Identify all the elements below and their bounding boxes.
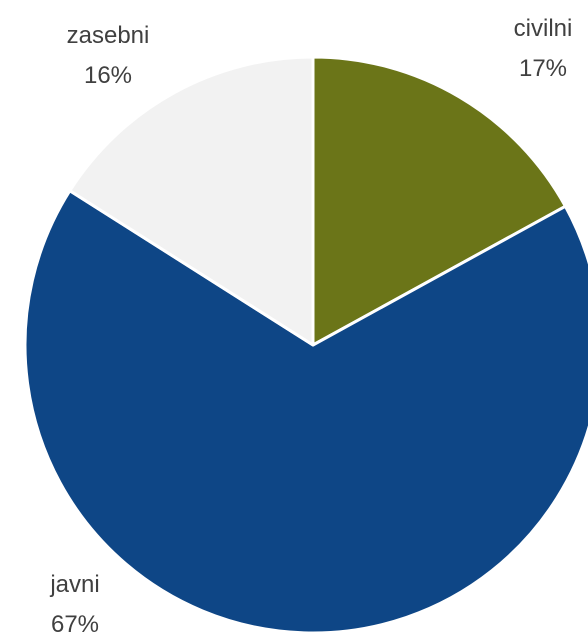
- slice-label-civilni-name: civilni: [514, 15, 573, 42]
- slice-label-zasebni-name: zasebni: [67, 22, 150, 49]
- slice-label-javni-name: javni: [49, 571, 99, 598]
- pie-labels: civilni 17% javni 67% zasebni 16%: [49, 15, 572, 638]
- slice-label-javni-value: 67%: [51, 611, 99, 638]
- pie-slice-civilni: [311, 55, 567, 347]
- slice-label-zasebni-value: 16%: [84, 62, 132, 89]
- pie-slice-zasebni: [68, 55, 315, 347]
- pie-slice-javni: [23, 189, 588, 635]
- slice-label-civilni-value: 17%: [519, 55, 567, 82]
- pie-slices: [23, 55, 588, 635]
